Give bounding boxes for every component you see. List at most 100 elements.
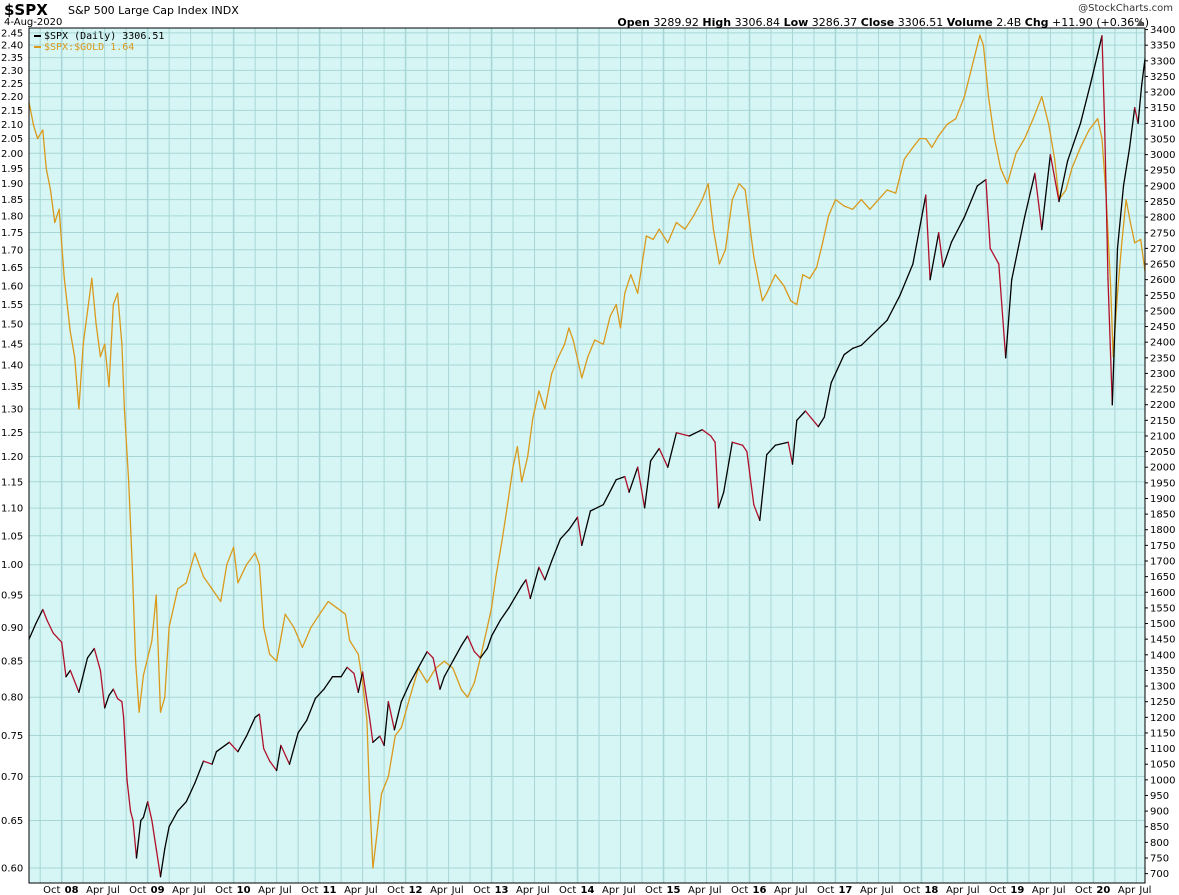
ticker-symbol[interactable]: $SPX — [4, 1, 48, 19]
ohlc-summary: Open 3289.92 High 3306.84 Low 3286.37 Cl… — [617, 16, 1149, 29]
legend-swatch-ratio — [34, 46, 41, 48]
spx-line-segment — [873, 319, 888, 334]
ratio-line-segment — [796, 274, 804, 306]
spx-line-segment — [69, 669, 80, 693]
ratio-line-segment — [527, 417, 534, 458]
left-tick-label: 1.70 — [1, 245, 23, 256]
ratio-line-segment — [164, 626, 170, 698]
spx-line-segment — [525, 579, 531, 600]
ratio-line-segment — [602, 315, 611, 345]
x-tick-label: Apr — [602, 885, 620, 895]
spx-line-segment — [976, 178, 987, 187]
chg-label: Chg — [1024, 16, 1049, 29]
low-value: 3286.37 — [811, 16, 858, 29]
ratio-line-segment — [624, 274, 632, 294]
x-tick-label: Apr — [774, 885, 792, 895]
spx-line-segment — [323, 676, 334, 690]
ratio-line-segment — [394, 727, 402, 737]
spx-line-segment — [185, 782, 196, 803]
ratio-line-segment — [138, 674, 145, 713]
spx-line-segment — [155, 847, 162, 878]
left-tick-label: 2.10 — [1, 120, 23, 131]
ratio-line-segment — [108, 303, 114, 388]
spx-line-segment — [963, 185, 978, 218]
ratio-line-segment — [581, 355, 589, 379]
ratio-line-segment — [946, 118, 957, 125]
spx-line-segment — [132, 819, 138, 859]
ratio-line-segment — [761, 292, 768, 302]
spx-line-segment — [624, 475, 630, 493]
ratio-line-segment — [594, 339, 604, 345]
right-tick-label: 3150 — [1150, 103, 1175, 114]
spx-line-segment — [589, 504, 604, 512]
ratio-line-segment — [91, 277, 97, 325]
spx-line-segment — [108, 688, 114, 697]
right-tick-label: 700 — [1150, 869, 1169, 880]
ratio-line-segment — [551, 355, 560, 375]
spx-line-segment — [1116, 185, 1125, 250]
right-y-axis: 3400 3350 3300 3250 3200 3150 3100 3050 3000 2950… — [1145, 25, 1175, 880]
volume-value: 2.4B — [996, 16, 1022, 29]
low-label: Low — [783, 16, 809, 29]
ratio-line-segment — [194, 552, 205, 578]
x-tick-label: 15 — [667, 885, 681, 895]
triangle-up-icon[interactable] — [1136, 18, 1145, 27]
ratio-line-segment — [568, 327, 574, 341]
spx-line-segment — [1090, 35, 1103, 84]
spx-line-segment — [710, 435, 716, 443]
spx-line-segment — [1111, 247, 1119, 406]
spx-line-segment — [372, 735, 381, 743]
left-tick-label: 2.30 — [1, 66, 23, 77]
ratio-line-segment — [254, 552, 261, 566]
left-tick-label: 1.80 — [1, 211, 23, 222]
ratio-line-segment — [409, 667, 420, 698]
ratio-line-segment — [684, 215, 695, 230]
x-tick-label: Apr — [86, 885, 104, 895]
ratio-line-segment — [1140, 238, 1146, 272]
spx-line-segment — [151, 819, 157, 850]
right-tick-label: 1800 — [1150, 525, 1175, 536]
spx-line-segment — [78, 657, 89, 693]
ratio-line-segment — [1116, 242, 1123, 294]
ratio-line-segment — [821, 215, 830, 244]
spx-line-segment — [245, 716, 256, 737]
high-label: High — [702, 16, 732, 29]
x-tick-label: Jul — [537, 885, 550, 895]
spx-line-segment — [104, 694, 110, 709]
right-tick-label: 850 — [1150, 822, 1169, 833]
ratio-line-segment — [69, 331, 76, 358]
ratio-line-segment — [1121, 198, 1127, 244]
right-tick-label: 3400 — [1150, 25, 1175, 36]
spx-line-segment — [1101, 35, 1106, 124]
left-tick-label: 1.10 — [1, 504, 23, 515]
right-tick-label: 2850 — [1150, 197, 1175, 208]
ratio-line-segment — [1088, 118, 1099, 131]
ratio-line-segment — [982, 44, 990, 98]
spx-line-segment — [817, 416, 825, 428]
left-tick-label: 0.85 — [1, 657, 23, 668]
x-tick-label: Apr — [430, 885, 448, 895]
x-tick-label: Oct — [731, 885, 748, 895]
spx-line-segment — [368, 716, 374, 743]
spx-line-segment — [1041, 153, 1052, 231]
right-tick-label: 1400 — [1150, 650, 1175, 661]
left-tick-label: 0.95 — [1, 591, 23, 602]
left-tick-label: 0.75 — [1, 731, 23, 742]
ratio-line-segment — [452, 667, 463, 691]
ratio-line-segment — [790, 300, 798, 306]
ratio-line-segment — [42, 129, 47, 169]
right-tick-label: 1850 — [1150, 510, 1175, 521]
stockcharts-credit[interactable]: @StockCharts.com — [1078, 3, 1173, 14]
ratio-line-segment — [815, 242, 824, 269]
spx-line-segment — [479, 647, 488, 659]
ratio-line-segment — [466, 681, 476, 698]
x-tick-label: 16 — [752, 885, 766, 895]
ratio-line-segment — [724, 198, 733, 251]
spx-line-segment — [989, 247, 1000, 265]
spx-line-segment — [568, 516, 579, 531]
spx-line-segment — [544, 560, 553, 581]
ratio-line-segment — [327, 600, 338, 609]
ratio-line-segment — [609, 303, 617, 317]
ratio-line-segment — [480, 626, 488, 655]
right-tick-label: 2000 — [1150, 463, 1175, 474]
